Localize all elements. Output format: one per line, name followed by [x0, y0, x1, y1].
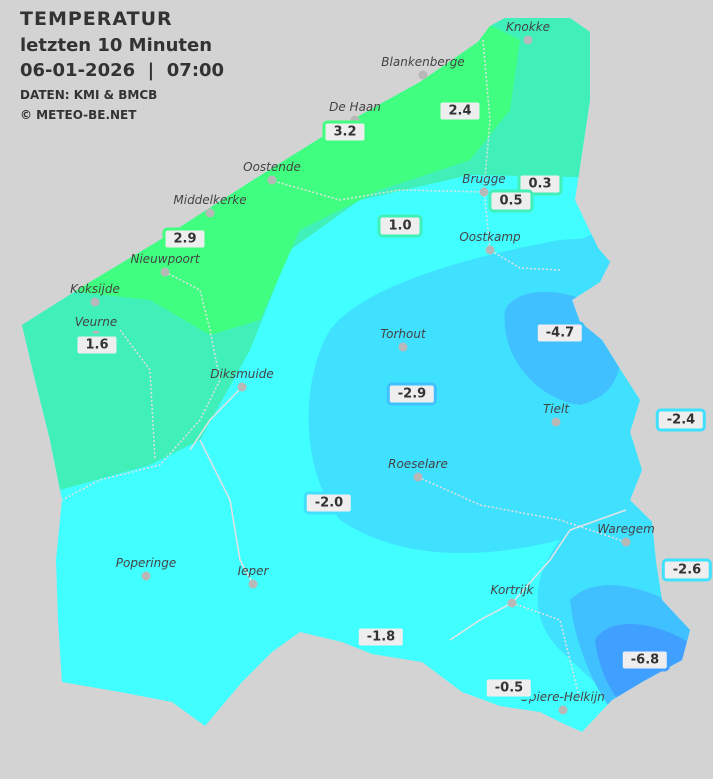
borders [61, 39, 627, 701]
city-marker [141, 571, 151, 581]
city-label: Diksmuide [210, 367, 274, 381]
temperature-reading: 2.9 [162, 227, 208, 251]
city-marker [413, 472, 423, 482]
city-label: Knokke [505, 20, 551, 34]
temperature-reading: 1.6 [74, 333, 120, 357]
copyright: © METEO-BE.NET [20, 108, 137, 122]
city-marker [350, 115, 360, 125]
temperature-reading: 3.2 [322, 120, 368, 144]
city-marker [485, 245, 495, 255]
city-marker [398, 342, 408, 352]
temperature-reading: -2.0 [303, 491, 355, 515]
city-marker [205, 208, 215, 218]
city-marker [418, 70, 428, 80]
city-label: Oostende [243, 160, 301, 174]
city-marker [523, 35, 533, 45]
temperature-reading: -2.6 [661, 558, 713, 582]
city-label: Nieuwpoort [130, 252, 200, 266]
city-marker [551, 417, 561, 427]
city-marker [237, 382, 247, 392]
city-label: Kortrijk [490, 583, 534, 597]
city-label: De Haan [329, 100, 381, 114]
city-label: Koksijde [70, 282, 120, 296]
city-label: Blankenberge [381, 55, 465, 69]
temperature-reading: -6.8 [619, 648, 671, 672]
city-label: Poperinge [115, 556, 177, 570]
city-label: Tielt [542, 402, 570, 416]
city-marker [160, 267, 170, 277]
temperature-reading: 1.0 [377, 214, 423, 238]
map-subtitle: letzten 10 Minuten [20, 35, 213, 56]
city-label: Oostkamp [459, 230, 521, 244]
city-label: Ieper [237, 564, 269, 578]
city-label: Brugge [462, 172, 506, 186]
city-label: Veurne [74, 315, 118, 329]
temperature-reading: -1.8 [355, 625, 407, 649]
map-datetime: 06-01-2026 | 07:00 [20, 60, 225, 81]
city-label: Middelkerke [173, 193, 247, 207]
city-marker [248, 579, 258, 589]
temperature-reading: -2.4 [655, 408, 707, 432]
city-label: Roeselare [388, 457, 448, 471]
city-label: Waregem [597, 522, 655, 536]
city-marker [90, 297, 100, 307]
city-marker [267, 175, 277, 185]
city-marker [479, 187, 489, 197]
city-marker [558, 705, 568, 715]
city-label: Torhout [380, 327, 426, 341]
city-marker [507, 598, 517, 608]
temperature-reading: -2.9 [386, 382, 438, 406]
city-marker [621, 537, 631, 547]
temperature-reading: -4.7 [534, 321, 586, 345]
temperature-reading: -0.5 [483, 676, 535, 700]
map-title: TEMPERATUR [20, 8, 173, 30]
data-source: DATEN: KMI & BMCB [20, 88, 158, 102]
roads [189, 386, 627, 641]
city-label: Spiere-Helkijn [521, 690, 605, 704]
temperature-reading: 2.4 [437, 99, 483, 123]
temperature-reading: 0.5 [488, 189, 534, 213]
